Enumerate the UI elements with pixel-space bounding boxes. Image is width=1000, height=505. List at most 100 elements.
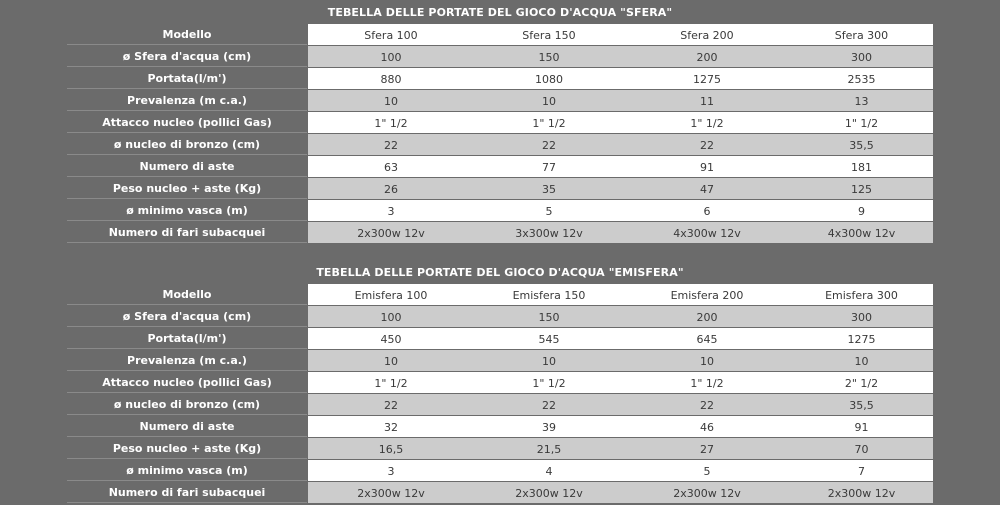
table-cell: 4x300w 12v bbox=[673, 227, 741, 240]
row-cells: 1" 1/2 1" 1/2 1" 1/2 2" 1/2 bbox=[308, 372, 933, 393]
table-cell: 125 bbox=[851, 183, 872, 196]
table-cell: 150 bbox=[538, 51, 560, 64]
table-cell: 100 bbox=[380, 311, 402, 324]
row-label: Numero di aste bbox=[67, 416, 307, 437]
table-cell: 2" 1/2 bbox=[844, 377, 879, 390]
table-cell: Sfera 150 bbox=[522, 29, 576, 42]
table-cell: 3 bbox=[387, 465, 395, 478]
table-cell: Emisfera 300 bbox=[825, 289, 898, 302]
row-cells: 100 150 200 300 bbox=[308, 306, 933, 327]
table-cell: 22 bbox=[384, 139, 398, 152]
row-label: ø nucleo di bronzo (cm) bbox=[67, 394, 307, 415]
table-cell: 1" 1/2 bbox=[690, 117, 724, 130]
table-cell: 1080 bbox=[535, 73, 563, 86]
table-cell: 77 bbox=[542, 161, 556, 174]
table-cell: 200 bbox=[696, 51, 718, 64]
table-row: Portata(l/m') 450 545 645 1275 bbox=[67, 328, 933, 349]
table-cell: 10 bbox=[700, 355, 714, 368]
table-cell: 1" 1/2 bbox=[532, 117, 566, 130]
table-cell: 91 bbox=[854, 421, 869, 434]
table-cell: 13 bbox=[854, 95, 869, 108]
table-cell: 70 bbox=[854, 443, 869, 456]
row-cells: 22 22 22 35,5 bbox=[308, 394, 933, 415]
row-label: ø Sfera d'acqua (cm) bbox=[67, 306, 307, 327]
table-cell: 10 bbox=[854, 355, 869, 368]
table-cell: 3x300w 12v bbox=[515, 227, 583, 240]
table-cell: 22 bbox=[384, 399, 398, 412]
table-cell: 22 bbox=[700, 399, 714, 412]
table-row: Numero di fari subacquei 2x300w 12v 2x30… bbox=[67, 482, 933, 503]
table-row: Portata(l/m') 880 1080 1275 2535 bbox=[67, 68, 933, 89]
row-label: Portata(l/m') bbox=[67, 328, 307, 349]
row-cells: 2x300w 12v 3x300w 12v 4x300w 12v 4x300w … bbox=[308, 222, 933, 243]
table-cell: 4 bbox=[545, 465, 553, 478]
table-row: ø nucleo di bronzo (cm) 22 22 22 35,5 bbox=[67, 394, 933, 415]
row-cells: 10 10 11 13 bbox=[308, 90, 933, 111]
row-cells: 2x300w 12v 2x300w 12v 2x300w 12v 2x300w … bbox=[308, 482, 933, 503]
table-cell: 1" 1/2 bbox=[374, 377, 408, 390]
table-cell: 16,5 bbox=[378, 443, 404, 456]
table-cell: 63 bbox=[384, 161, 398, 174]
row-label: Peso nucleo + aste (Kg) bbox=[67, 178, 307, 199]
table-cell: Sfera 300 bbox=[834, 29, 889, 42]
table-row: Peso nucleo + aste (Kg) 16,5 21,5 27 70 bbox=[67, 438, 933, 459]
table-cell: 46 bbox=[700, 421, 714, 434]
row-label: Portata(l/m') bbox=[67, 68, 307, 89]
table-cell: 880 bbox=[380, 73, 402, 86]
table-cell: 2535 bbox=[847, 73, 876, 86]
table-cell: 10 bbox=[384, 95, 398, 108]
table-cell: 10 bbox=[542, 355, 556, 368]
table-cell: 22 bbox=[700, 139, 714, 152]
table-cell: 181 bbox=[851, 161, 872, 174]
table-cell: 300 bbox=[851, 311, 872, 324]
table-cell: 2x300w 12v bbox=[673, 487, 741, 500]
table-row: Modello Emisfera 100 Emisfera 150 Emisfe… bbox=[67, 284, 933, 305]
table-cell: 1" 1/2 bbox=[844, 117, 879, 130]
row-cells: 22 22 22 35,5 bbox=[308, 134, 933, 155]
row-label: Attacco nucleo (pollici Gas) bbox=[67, 372, 307, 393]
table-cell: Sfera 100 bbox=[364, 29, 418, 42]
table-row: ø Sfera d'acqua (cm) 100 150 200 300 bbox=[67, 306, 933, 327]
table-cell: 200 bbox=[696, 311, 718, 324]
row-cells: 1" 1/2 1" 1/2 1" 1/2 1" 1/2 bbox=[308, 112, 933, 133]
table-cell: 35,5 bbox=[849, 139, 874, 152]
table-row: Peso nucleo + aste (Kg) 26 35 47 125 bbox=[67, 178, 933, 199]
table-cell: 26 bbox=[384, 183, 398, 196]
row-label: Prevalenza (m c.a.) bbox=[67, 90, 307, 111]
row-cells: 100 150 200 300 bbox=[308, 46, 933, 67]
table-cell: 35,5 bbox=[849, 399, 874, 412]
row-cells: 32 39 46 91 bbox=[308, 416, 933, 437]
table-cell: 32 bbox=[384, 421, 398, 434]
table-cell: 27 bbox=[700, 443, 714, 456]
table-row: ø minimo vasca (m) 3 5 6 9 bbox=[67, 200, 933, 221]
row-label: Modello bbox=[67, 284, 307, 305]
table-cell: 1" 1/2 bbox=[374, 117, 408, 130]
row-label: ø minimo vasca (m) bbox=[67, 460, 307, 481]
table-cell: 91 bbox=[700, 161, 714, 174]
table-cell: 645 bbox=[696, 333, 718, 346]
row-cells: 3 4 5 7 bbox=[308, 460, 933, 481]
row-cells: 26 35 47 125 bbox=[308, 178, 933, 199]
table-cell: 1275 bbox=[847, 333, 876, 346]
table-cell: 150 bbox=[538, 311, 560, 324]
table-row: Numero di aste 63 77 91 181 bbox=[67, 156, 933, 177]
table-cell: 2x300w 12v bbox=[357, 487, 425, 500]
table-cell: 7 bbox=[858, 465, 865, 478]
table-cell: 21,5 bbox=[536, 443, 562, 456]
table-cell: Emisfera 200 bbox=[670, 289, 744, 302]
row-label: ø minimo vasca (m) bbox=[67, 200, 307, 221]
row-label: Numero di fari subacquei bbox=[67, 222, 307, 243]
table-cell: 100 bbox=[380, 51, 402, 64]
table-cell: 9 bbox=[858, 205, 865, 218]
row-cells: 450 545 645 1275 bbox=[308, 328, 933, 349]
table-row: Numero di aste 32 39 46 91 bbox=[67, 416, 933, 437]
table-cell: 39 bbox=[542, 421, 556, 434]
table-cell: 1" 1/2 bbox=[532, 377, 566, 390]
table-cell: 35 bbox=[542, 183, 556, 196]
table-row: ø Sfera d'acqua (cm) 100 150 200 300 bbox=[67, 46, 933, 67]
row-label: Attacco nucleo (pollici Gas) bbox=[67, 112, 307, 133]
table-row: Prevalenza (m c.a.) 10 10 10 10 bbox=[67, 350, 933, 371]
table-cell: 1275 bbox=[693, 73, 721, 86]
table-cell: Sfera 200 bbox=[680, 29, 734, 42]
row-cells: Sfera 100 Sfera 150 Sfera 200 Sfera 300 bbox=[308, 24, 933, 45]
